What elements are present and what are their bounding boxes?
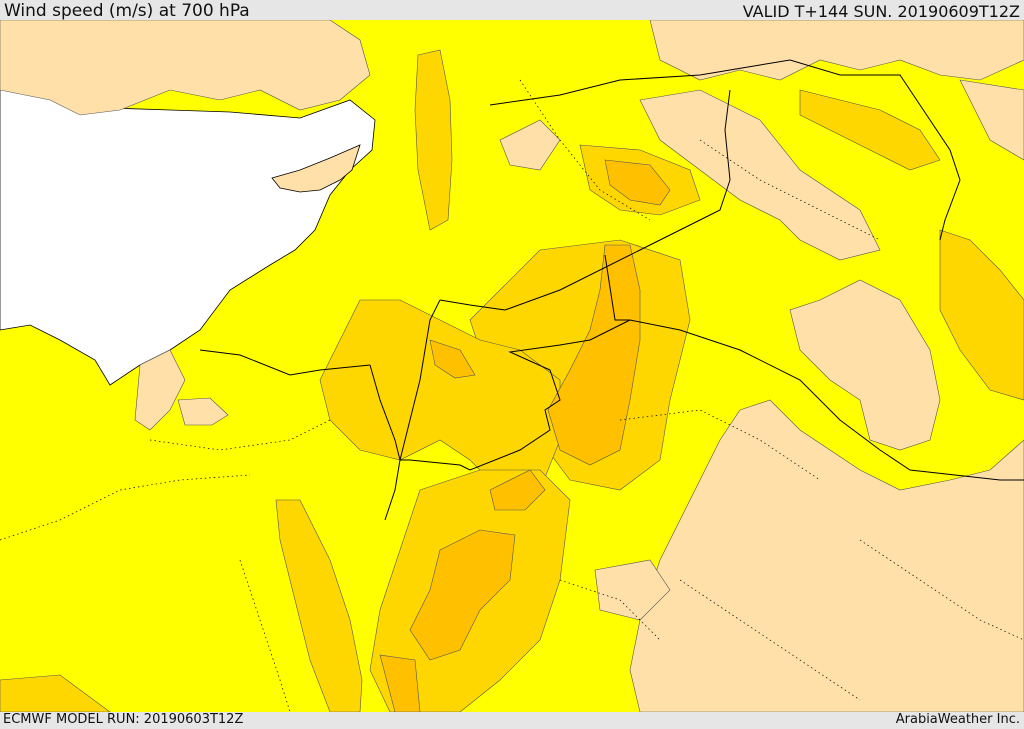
mediterranean-sea	[0, 79, 376, 386]
map-title: Wind speed (m/s) at 700 hPa	[4, 1, 250, 21]
province-lines	[0, 79, 1024, 712]
header-bar: Wind speed (m/s) at 700 hPa VALID T+144 …	[0, 0, 1024, 21]
credit-label: ArabiaWeather Inc.	[895, 712, 1020, 727]
wind-speed-map	[0, 20, 1024, 712]
model-run: ECMWF MODEL RUN: 20190603T12Z	[3, 712, 244, 727]
high-speed-areas	[379, 159, 671, 712]
low-speed-areas	[0, 20, 1024, 712]
cyprus-island	[271, 144, 361, 193]
country-borders	[199, 59, 1024, 521]
footer-bar: ECMWF MODEL RUN: 20190603T12Z ArabiaWeat…	[0, 712, 1024, 729]
valid-time: VALID T+144 SUN. 20190609T12Z	[742, 2, 1020, 21]
